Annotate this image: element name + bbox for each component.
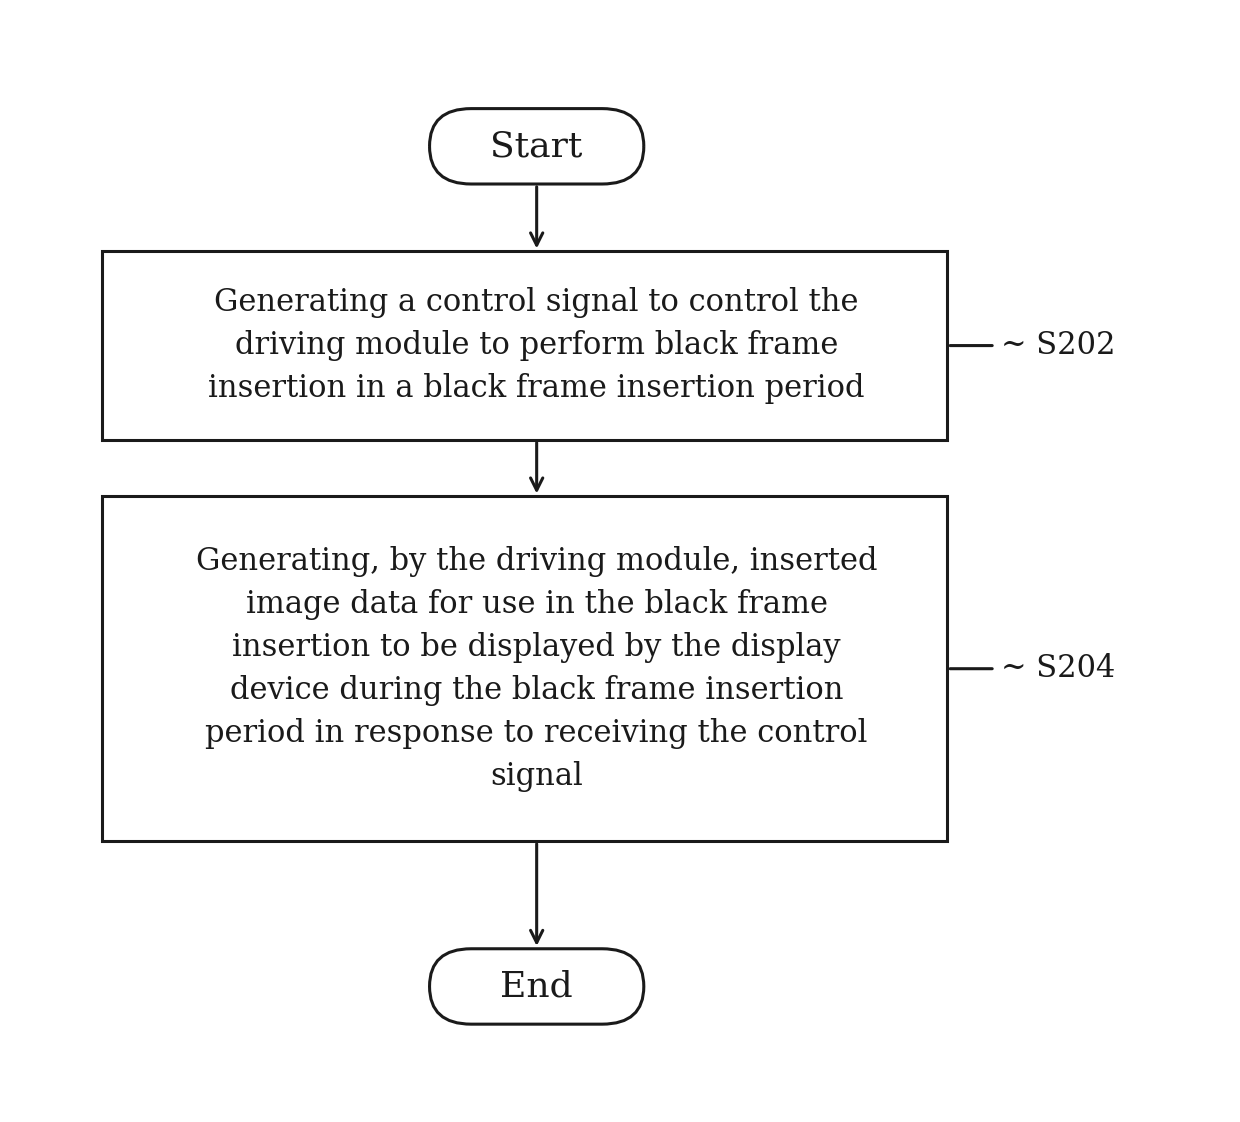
Bar: [102, 496, 947, 842]
Bar: [102, 251, 947, 440]
FancyBboxPatch shape: [429, 109, 644, 184]
Text: ~ S204: ~ S204: [1001, 653, 1115, 684]
Text: End: End: [501, 969, 573, 1003]
FancyBboxPatch shape: [429, 949, 644, 1024]
Text: ~ S202: ~ S202: [1001, 330, 1116, 361]
Text: Generating, by the driving module, inserted
image data for use in the black fram: Generating, by the driving module, inser…: [196, 545, 878, 792]
Text: Start: Start: [491, 129, 583, 164]
Text: Generating a control signal to control the
driving module to perform black frame: Generating a control signal to control t…: [208, 287, 866, 404]
